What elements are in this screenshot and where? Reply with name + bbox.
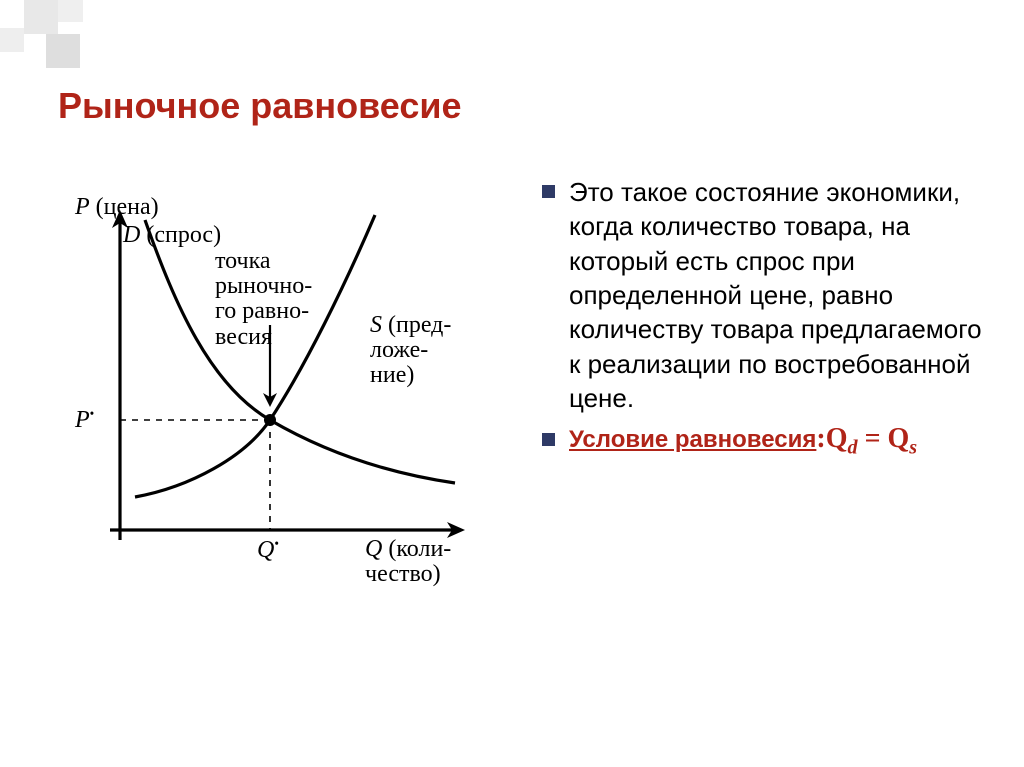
label-s-supply: S (пред-ложе-ние) <box>370 313 451 389</box>
bullet-square-icon <box>542 185 555 198</box>
definition-column: Это такое состояние экономики, когда кол… <box>542 175 982 468</box>
equilibrium-point <box>264 414 276 426</box>
slide-title: Рыночное равновесие <box>58 85 462 127</box>
deco-sq-2 <box>0 28 24 52</box>
equation-formula: :Qd = Qs <box>816 423 917 454</box>
definition-text: Это такое состояние экономики, когда кол… <box>569 175 982 415</box>
bullet-equation: Условие равновесия:Qd = Qs <box>542 423 982 460</box>
label-p-axis: P (цена) <box>75 195 159 220</box>
equilibrium-chart: P (цена) D (спрос) точкарыночно-го равно… <box>45 185 500 595</box>
deco-sq-1 <box>58 0 83 22</box>
label-d-demand: D (спрос) <box>123 223 221 248</box>
deco-sq-0 <box>24 0 58 34</box>
deco-sq-3 <box>46 34 80 68</box>
equation-line: Условие равновесия:Qd = Qs <box>569 423 917 460</box>
bullet-square-icon <box>542 433 555 446</box>
chart-svg <box>45 185 500 595</box>
label-p-star: P• <box>75 407 94 433</box>
equation-label: Условие равновесия <box>569 426 816 453</box>
label-eq-point: точкарыночно-го равно-весия <box>215 249 312 350</box>
bullet-definition: Это такое состояние экономики, когда кол… <box>542 175 982 415</box>
label-q-star: Q• <box>257 537 279 563</box>
label-q-axis: Q (коли-чество) <box>365 537 451 587</box>
